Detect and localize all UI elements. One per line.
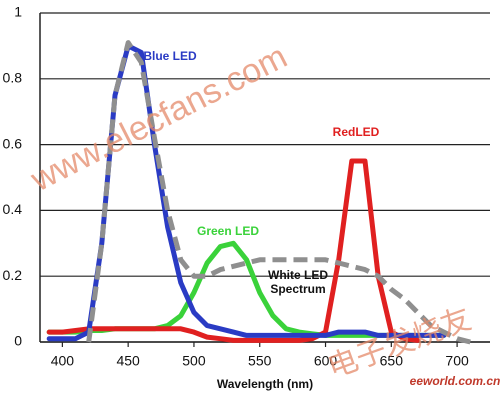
- x-tick-label: 600: [314, 353, 338, 369]
- series-line: [86, 40, 471, 345]
- watermark: eeworld.com.cn: [410, 374, 500, 388]
- y-tick-label: 0.8: [3, 70, 23, 86]
- watermark: 电子发烧友: [323, 302, 475, 384]
- series-label: Blue LED: [143, 49, 197, 63]
- x-axis-label: Wavelength (nm): [217, 377, 313, 391]
- y-tick-label: 0.2: [3, 267, 23, 283]
- series-label: White LED Spectrum: [268, 268, 328, 296]
- x-tick-label: 450: [116, 353, 140, 369]
- x-tick-label: 650: [380, 353, 404, 369]
- x-tick-label: 700: [445, 353, 469, 369]
- series-line: [46, 43, 447, 342]
- x-tick-label: 500: [182, 353, 206, 369]
- y-tick-label: 0: [14, 333, 22, 349]
- y-tick-label: 0.6: [3, 135, 23, 151]
- y-tick-label: 0.4: [3, 201, 23, 217]
- x-tick-label: 400: [51, 353, 75, 369]
- series-line: [46, 240, 447, 338]
- x-tick-label: 550: [248, 353, 272, 369]
- series-label: Green LED: [197, 224, 259, 238]
- series-line: [46, 158, 421, 343]
- y-tick-label: 1: [14, 4, 22, 20]
- series-label: RedLED: [333, 125, 380, 139]
